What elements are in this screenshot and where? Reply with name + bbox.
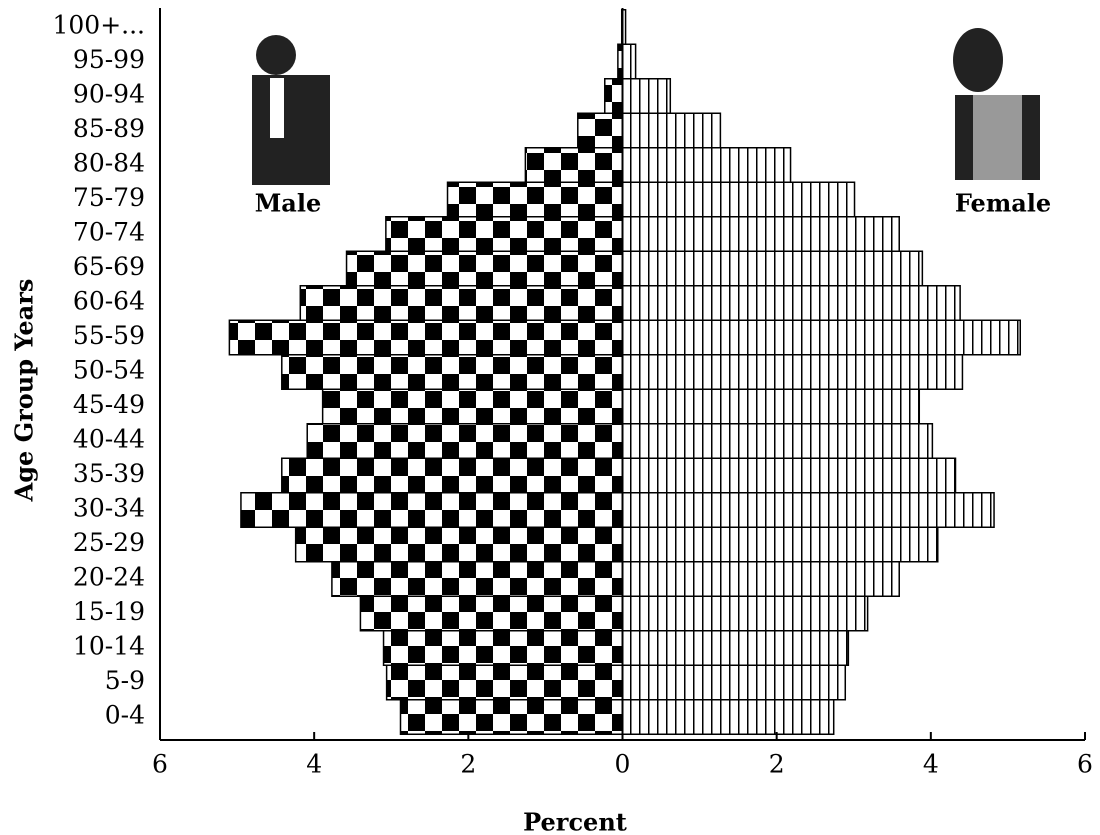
male-icon (252, 35, 330, 185)
x-tick-label: 6 (1077, 750, 1093, 779)
bar (345, 250, 624, 287)
bar (385, 216, 624, 252)
y-tick-label: 100+... (52, 11, 145, 40)
bar (621, 664, 847, 701)
y-tick-label: 80-84 (73, 149, 145, 178)
bar (281, 354, 624, 390)
bar (621, 457, 957, 494)
bar (621, 181, 856, 218)
x-axis-title: Percent (523, 808, 627, 835)
bar (331, 561, 624, 597)
y-tick-label: 45-49 (73, 390, 145, 419)
y-axis-title: Age Group Years (10, 279, 39, 503)
bar (621, 112, 722, 149)
legend-label: Male (255, 189, 322, 218)
bar (240, 492, 624, 528)
bar (621, 354, 964, 390)
y-tick-label: 75-79 (73, 183, 145, 212)
bar (621, 492, 995, 528)
y-tick-label: 20-24 (73, 563, 145, 592)
bar (621, 78, 672, 114)
y-tick-label: 60-64 (73, 287, 145, 316)
bar (299, 285, 624, 321)
bar (621, 561, 900, 597)
bar (228, 319, 624, 356)
bar (524, 147, 624, 183)
bar (621, 216, 900, 252)
bar (621, 319, 1021, 356)
bar (621, 147, 792, 183)
y-tick-label: 25-29 (73, 528, 145, 557)
y-tick-label: 15-19 (73, 597, 145, 626)
x-tick-label: 4 (923, 750, 939, 779)
y-tick-label: 85-89 (73, 114, 145, 143)
y-tick-label: 50-54 (73, 356, 145, 385)
bar (306, 423, 624, 459)
y-tick-label: 65-69 (73, 252, 145, 281)
bar (621, 595, 869, 632)
bar (621, 250, 924, 287)
bar (621, 388, 921, 425)
bar (385, 664, 624, 701)
x-tick-label: 0 (615, 750, 631, 779)
y-tick-label: 5-9 (105, 666, 145, 695)
bar (281, 457, 624, 494)
x-tick-label: 4 (306, 750, 322, 779)
bar (382, 630, 624, 666)
x-tick-label: 2 (460, 750, 476, 779)
bar (621, 526, 939, 563)
bar (621, 285, 961, 321)
bar (621, 423, 934, 459)
y-tick-label: 10-14 (73, 632, 145, 661)
bar (577, 112, 624, 149)
bar (621, 699, 835, 735)
y-tick-label: 70-74 (73, 218, 145, 247)
y-tick-label: 40-44 (73, 425, 145, 454)
y-tick-label: 95-99 (73, 45, 145, 74)
x-tick-label: 6 (152, 750, 168, 779)
y-tick-label: 90-94 (73, 80, 145, 109)
y-tick-label: 30-34 (73, 494, 145, 523)
bar (621, 630, 850, 666)
y-tick-label: 0-4 (105, 701, 145, 730)
bar (621, 43, 637, 80)
bar (446, 181, 624, 218)
bar (604, 78, 624, 114)
female-icon (953, 28, 1040, 180)
bar (294, 526, 624, 563)
y-tick-label: 35-39 (73, 459, 145, 488)
bar (359, 595, 624, 632)
x-tick-label: 2 (769, 750, 785, 779)
bar (399, 699, 624, 735)
y-tick-label: 55-59 (73, 321, 145, 350)
bar (321, 388, 624, 425)
legend-label: Female (955, 189, 1051, 218)
